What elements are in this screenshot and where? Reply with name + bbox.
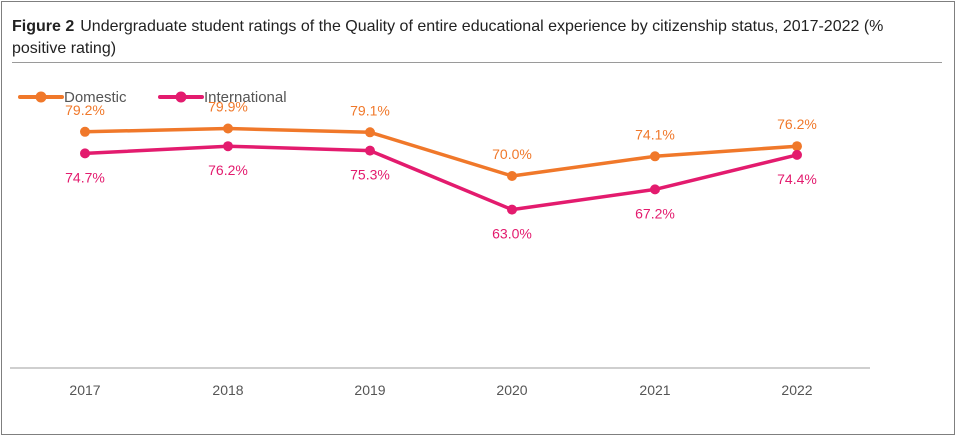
data-label-domestic-2020: 70.0% [492,146,532,162]
figure-title: Undergraduate student ratings of the Qua… [12,18,884,57]
point-international-2021 [650,184,660,195]
legend-label-domestic: Domestic [64,89,127,106]
point-domestic-2018 [223,123,233,134]
point-domestic-2019 [365,127,375,138]
point-international-2020 [507,204,517,215]
point-domestic-2017 [80,126,90,137]
point-domestic-2020 [507,171,517,181]
point-international-2022 [792,149,802,160]
series-line-international [84,144,798,212]
legend-marker-domestic [35,91,47,103]
data-label-international-2017: 74.7% [65,169,105,185]
x-tick-label-2018: 2018 [212,382,243,398]
data-label-international-2018: 76.2% [208,162,248,178]
data-label-domestic-2018: 79.9% [208,99,248,115]
title-divider [12,62,942,63]
point-international-2019 [365,145,375,156]
point-international-2018 [223,141,233,152]
series-line-domestic [84,126,798,178]
x-tick-label-2022: 2022 [781,382,812,398]
data-label-domestic-2021: 74.1% [635,126,675,142]
data-label-domestic-2019: 79.1% [350,102,390,118]
point-domestic-2021 [650,151,660,162]
data-label-domestic-2022: 76.2% [777,116,817,132]
legend-label-international: International [204,89,287,106]
chart-title: Figure 2 Undergraduate student ratings of… [12,16,942,60]
point-domestic-2022 [792,141,802,152]
x-tick-label-2021: 2021 [639,382,670,398]
data-label-international-2020: 63.0% [492,226,532,242]
figure-label: Figure 2 [12,18,75,35]
data-label-international-2022: 74.4% [777,171,817,187]
x-tick-label-2019: 2019 [354,382,385,398]
data-label-international-2019: 75.3% [350,167,390,183]
legend-marker-international [175,91,187,103]
data-label-domestic-2017: 79.2% [65,102,105,118]
x-tick-label-2020: 2020 [496,382,527,398]
data-label-international-2021: 67.2% [635,205,675,221]
x-tick-label-2017: 2017 [69,382,100,398]
point-international-2017 [80,148,90,159]
